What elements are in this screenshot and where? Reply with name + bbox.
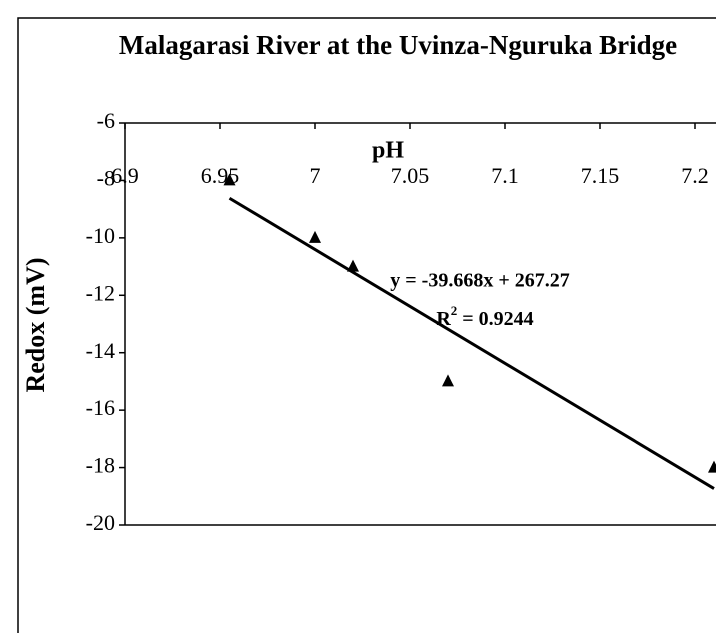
y-tick-label: -12 [86,280,115,305]
y-tick-label: -8 [97,165,115,190]
marker [309,230,321,243]
x-tick-label: 7.15 [581,163,620,188]
y-axis-label: Redox (mV) [21,257,50,392]
trend-equation: y = -39.668x + 267.27 [390,270,569,292]
x-tick-label: 7.1 [491,163,519,188]
y-tick-label: -20 [86,510,115,535]
y-tick-label: -10 [86,223,115,248]
marker [347,259,359,272]
r-text: = 0.9244 [457,308,533,330]
y-tick-label: -6 [97,108,115,133]
r-squared: R2 = 0.9244 [436,303,533,330]
x-tick-label: 7.05 [391,163,430,188]
chart-title: Malagarasi River at the Uvinza-Nguruka B… [118,30,678,60]
trendline [228,196,715,490]
y-tick-label: -18 [86,453,115,478]
x-axis-label: pH [372,138,404,164]
x-tick-label: 7 [310,163,321,188]
x-tick-label: 6.9 [111,163,139,188]
y-tick-label: -14 [86,338,115,363]
marker [223,173,236,186]
marker [708,460,716,473]
x-tick-label: 7.2 [681,163,709,188]
chart-frame [17,17,716,633]
r-power: 2 [451,303,458,318]
y-tick-label: -16 [86,395,115,420]
marker [442,374,454,387]
